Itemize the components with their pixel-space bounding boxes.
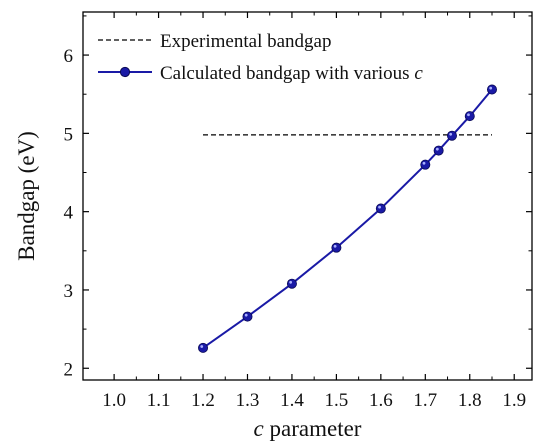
y-tick-label: 2 [64, 359, 74, 380]
data-point [198, 342, 209, 353]
legend-label-experimental: Experimental bandgap [160, 31, 331, 52]
calculated-bandgap-line [202, 88, 493, 349]
x-axis-title-text: parameter [264, 416, 362, 441]
legend-label-calculated: Calculated bandgap with various c [160, 63, 423, 84]
x-tick-label: 1.2 [191, 390, 215, 411]
x-tick-label: 1.1 [147, 390, 171, 411]
plot-frame [82, 11, 533, 381]
y-tick-label: 3 [64, 281, 74, 302]
x-tick-label: 1.0 [102, 390, 126, 411]
data-point [420, 159, 431, 170]
x-tick-label: 1.6 [369, 390, 393, 411]
series-layer [198, 84, 497, 353]
data-point-highlight [435, 147, 439, 151]
data-point-highlight [422, 161, 426, 165]
y-tick-label: 5 [64, 124, 74, 145]
data-point [286, 278, 297, 289]
data-point-highlight [244, 313, 248, 317]
x-tick-label: 1.8 [458, 390, 482, 411]
plot-area [82, 11, 533, 381]
y-axis-title: Bandgap (eV) [14, 131, 39, 261]
x-tick-label: 1.9 [502, 390, 526, 411]
x-axis-title-variable: c [254, 416, 264, 441]
data-point [446, 130, 457, 141]
data-point [433, 145, 444, 156]
legend: Experimental bandgap Calculated bandgap … [98, 31, 423, 84]
x-axis-title: c parameter [254, 416, 362, 441]
data-point [242, 311, 253, 322]
y-tick-label: 4 [64, 203, 74, 224]
legend-label-calculated-text: Calculated bandgap with various [160, 63, 414, 84]
data-point [375, 203, 386, 214]
data-point [331, 242, 342, 253]
data-point-highlight [333, 244, 337, 248]
data-point-highlight [289, 280, 293, 284]
data-point-highlight [467, 113, 470, 117]
legend-label-calculated-variable: c [414, 63, 423, 84]
legend-marker-calculated [119, 66, 131, 78]
data-point-highlight [200, 345, 204, 348]
x-tick-label: 1.4 [280, 390, 304, 411]
y-axis: 2 3 4 5 6 [64, 15, 532, 380]
data-point [486, 84, 497, 95]
data-point-highlight [449, 132, 453, 136]
data-point-highlight [378, 205, 381, 209]
x-tick-label: 1.7 [413, 390, 437, 411]
x-tick-label: 1.5 [325, 390, 349, 411]
y-tick-label: 6 [64, 46, 74, 67]
data-point-highlight [489, 86, 493, 90]
x-axis: 1.0 1.1 1.2 1.3 1.4 1.5 1.6 1.7 1.8 1.9 [102, 12, 526, 411]
x-tick-label: 1.3 [236, 390, 260, 411]
data-point [464, 111, 475, 122]
